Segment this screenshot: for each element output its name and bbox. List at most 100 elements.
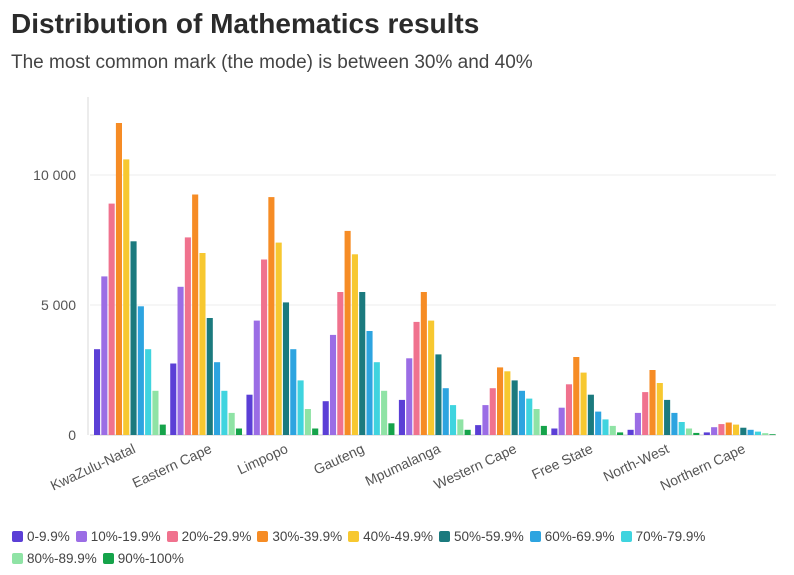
bar[interactable]: [388, 423, 395, 435]
bar[interactable]: [268, 197, 275, 435]
bar[interactable]: [740, 427, 747, 435]
bar[interactable]: [282, 302, 290, 435]
bar[interactable]: [406, 358, 413, 435]
bar[interactable]: [664, 399, 671, 435]
legend-item[interactable]: 10%-19.9%: [75, 527, 161, 545]
legend-item[interactable]: 30%-39.9%: [257, 527, 342, 545]
bar[interactable]: [565, 384, 573, 435]
legend-item[interactable]: 60%-69.9%: [529, 527, 615, 545]
bar[interactable]: [413, 321, 420, 435]
bar[interactable]: [732, 424, 740, 435]
bar[interactable]: [725, 422, 732, 435]
bar[interactable]: [642, 392, 649, 435]
bar[interactable]: [381, 390, 388, 435]
bar[interactable]: [398, 399, 405, 435]
bar[interactable]: [329, 334, 337, 435]
bar[interactable]: [540, 425, 547, 435]
bar[interactable]: [671, 412, 678, 435]
bar[interactable]: [617, 432, 624, 435]
bar[interactable]: [533, 409, 540, 435]
bar[interactable]: [769, 434, 776, 435]
bar[interactable]: [497, 367, 504, 435]
legend-item[interactable]: 0-9.9%: [12, 527, 70, 545]
legend-item[interactable]: 70%-79.9%: [620, 527, 705, 545]
bar[interactable]: [359, 292, 366, 435]
bar[interactable]: [297, 380, 304, 435]
bar[interactable]: [192, 194, 199, 436]
bar[interactable]: [475, 425, 482, 435]
bar[interactable]: [551, 428, 558, 436]
bar[interactable]: [678, 422, 685, 435]
bar[interactable]: [693, 432, 700, 435]
bar[interactable]: [526, 398, 533, 435]
bar[interactable]: [656, 383, 663, 435]
bar[interactable]: [464, 429, 471, 435]
bar[interactable]: [634, 412, 641, 435]
bar[interactable]: [344, 230, 351, 435]
bar[interactable]: [609, 425, 616, 435]
bar[interactable]: [184, 237, 191, 435]
bar[interactable]: [718, 424, 725, 435]
bar[interactable]: [322, 401, 329, 435]
bar[interactable]: [580, 372, 587, 435]
bar[interactable]: [518, 390, 526, 435]
bar[interactable]: [754, 431, 761, 435]
bar[interactable]: [587, 394, 594, 435]
bar[interactable]: [366, 331, 373, 435]
bar[interactable]: [290, 349, 297, 435]
bar[interactable]: [428, 320, 435, 435]
bar[interactable]: [558, 407, 565, 435]
bar[interactable]: [337, 292, 344, 435]
bar[interactable]: [228, 412, 235, 435]
bar[interactable]: [108, 203, 115, 435]
bar[interactable]: [747, 429, 754, 435]
bar[interactable]: [246, 394, 253, 435]
bar[interactable]: [159, 424, 166, 435]
bar[interactable]: [253, 320, 260, 435]
bar[interactable]: [199, 253, 206, 435]
bar[interactable]: [214, 362, 221, 435]
bar[interactable]: [94, 349, 101, 435]
bar[interactable]: [504, 371, 511, 435]
legend-item[interactable]: 90%-100%: [102, 549, 184, 567]
bar[interactable]: [275, 242, 282, 435]
bar[interactable]: [304, 409, 311, 435]
bar[interactable]: [312, 428, 319, 436]
legend-item[interactable]: 50%-59.9%: [438, 527, 524, 545]
bar[interactable]: [602, 419, 609, 435]
bar[interactable]: [145, 349, 152, 435]
bar[interactable]: [130, 241, 137, 435]
bar[interactable]: [442, 388, 449, 435]
bar[interactable]: [206, 318, 213, 435]
bar[interactable]: [449, 405, 457, 435]
bar[interactable]: [762, 433, 769, 435]
bar[interactable]: [457, 419, 464, 435]
legend-item[interactable]: 40%-49.9%: [348, 527, 433, 545]
bar[interactable]: [573, 357, 580, 435]
bar[interactable]: [221, 390, 228, 435]
bar[interactable]: [261, 259, 268, 436]
bar[interactable]: [711, 427, 718, 435]
bar[interactable]: [435, 354, 442, 435]
bar[interactable]: [137, 306, 144, 435]
bar[interactable]: [177, 286, 184, 435]
bar[interactable]: [373, 362, 380, 435]
bar[interactable]: [649, 370, 656, 435]
legend-item[interactable]: 20%-29.9%: [166, 527, 251, 545]
bar[interactable]: [489, 388, 496, 435]
bar[interactable]: [101, 276, 108, 435]
bar[interactable]: [703, 432, 710, 435]
bar[interactable]: [627, 429, 634, 435]
bar[interactable]: [115, 123, 122, 435]
bar[interactable]: [482, 405, 489, 435]
bar[interactable]: [595, 411, 602, 435]
bar[interactable]: [152, 390, 159, 435]
bar[interactable]: [170, 363, 177, 436]
bar[interactable]: [685, 428, 693, 436]
bar[interactable]: [420, 292, 427, 435]
bar[interactable]: [511, 380, 518, 435]
bar[interactable]: [235, 428, 243, 436]
bar[interactable]: [351, 254, 358, 435]
bar[interactable]: [123, 159, 130, 435]
legend-item[interactable]: 80%-89.9%: [12, 549, 97, 567]
